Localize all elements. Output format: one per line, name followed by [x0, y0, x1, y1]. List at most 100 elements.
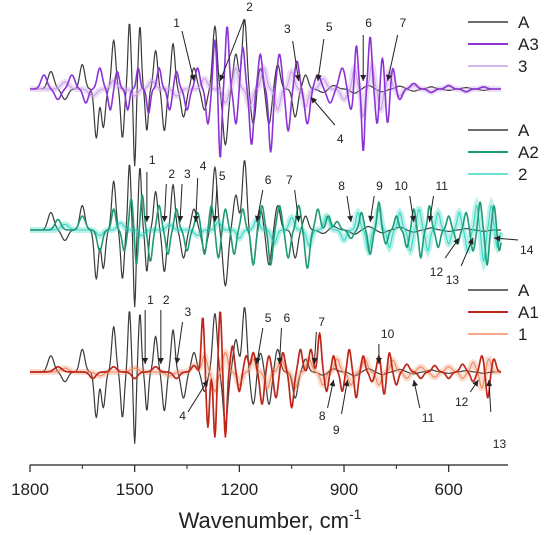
- annotation-arrowhead-top-7: [385, 74, 392, 81]
- annotation-label-middle-13: 13: [446, 273, 460, 287]
- annotation-arrowhead-bottom-11: [412, 380, 418, 387]
- annotation-arrowhead-bottom-1: [142, 358, 149, 364]
- annotation-label-bottom-2: 2: [163, 293, 170, 307]
- annotation-arrowhead-middle-3: [177, 215, 184, 222]
- legend-label-top-3: 3: [518, 57, 527, 76]
- legend-label-middle-A2: A2: [518, 143, 539, 162]
- legend-label-middle-A: A: [518, 121, 530, 140]
- annotation-label-top-6: 6: [365, 16, 372, 30]
- annotation-arrowhead-top-6: [360, 75, 367, 81]
- series-line-bottom-A1: [29, 311, 502, 438]
- series-line-top-A3: [29, 26, 502, 158]
- annotation-label-middle-8: 8: [338, 179, 345, 193]
- annotation-arrowhead-middle-1: [143, 216, 150, 222]
- annotation-arrowhead-top-3: [294, 74, 301, 81]
- annotation-arrowhead-bottom-13: [486, 380, 493, 387]
- annotation-arrowhead-bottom-7: [311, 357, 318, 364]
- annotation-arrowhead-middle-14: [494, 235, 501, 242]
- annotation-label-bottom-13: 13: [493, 437, 507, 451]
- annotation-label-bottom-10: 10: [381, 327, 395, 341]
- annotation-arrow-top-3: [292, 40, 300, 82]
- annotation-label-middle-6: 6: [265, 173, 272, 187]
- x-axis-title-main: Wavenumber, cm: [179, 508, 349, 533]
- annotation-arrowhead-bottom-4: [202, 380, 208, 387]
- annotation-label-middle-3: 3: [184, 167, 191, 181]
- legend-label-middle-2: 2: [518, 165, 527, 184]
- annotation-label-middle-4: 4: [200, 159, 207, 173]
- annotation-arrowhead-bottom-3: [174, 357, 181, 364]
- annotation-arrowhead-bottom-5: [254, 357, 261, 364]
- annotation-arrow-middle-4: [195, 177, 199, 223]
- annotation-arrow-bottom-6: [278, 327, 282, 365]
- annotation-label-bottom-12: 12: [455, 395, 469, 409]
- legends-layer: A A3 3 A A2 2 A A1 1: [468, 13, 539, 344]
- annotation-label-bottom-6: 6: [283, 311, 290, 325]
- x-tick-label-1200: 1200: [220, 480, 258, 499]
- annotation-label-middle-11: 11: [435, 179, 448, 193]
- x-axis: 1800 1500 1200 900 600: [11, 464, 508, 499]
- annotation-label-bottom-3: 3: [185, 305, 192, 319]
- legend-label-bottom-1: 1: [518, 325, 527, 344]
- annotation-label-middle-5: 5: [219, 169, 226, 183]
- annotation-label-bottom-8: 8: [319, 409, 326, 423]
- annotation-arrowhead-bottom-10: [375, 358, 382, 364]
- annotation-label-top-3: 3: [284, 22, 291, 36]
- annotation-arrowhead-middle-13: [467, 238, 474, 245]
- legend-label-bottom-A1: A1: [518, 303, 539, 322]
- annotation-label-middle-1: 1: [149, 153, 156, 167]
- annotation-arrow-bottom-5: [256, 327, 264, 365]
- annotation-label-bottom-11: 11: [422, 411, 435, 425]
- annotation-arrowhead-middle-4: [193, 215, 199, 222]
- annotation-label-bottom-7: 7: [318, 315, 325, 329]
- annotation-arrowhead-bottom-9: [343, 380, 350, 387]
- legend-label-top-A3: A3: [518, 35, 539, 54]
- legend-label-top-A: A: [518, 13, 530, 32]
- annotation-arrowhead-bottom-6: [276, 357, 283, 364]
- annotation-label-top-4: 4: [337, 132, 344, 146]
- annotation-arrowhead-top-5: [315, 74, 322, 81]
- annotation-arrow-bottom-3: [176, 321, 184, 365]
- annotation-arrowhead-middle-2: [161, 215, 168, 222]
- annotation-label-top-2: 2: [246, 0, 253, 14]
- series-line-middle-A2: [29, 194, 502, 269]
- annotation-arrow-top-1: [181, 30, 195, 82]
- x-tick-label-600: 600: [434, 480, 462, 499]
- x-tick-label-900: 900: [330, 480, 358, 499]
- x-axis-title-superscript: -1: [349, 506, 362, 522]
- annotation-arrowhead-middle-8: [347, 215, 354, 222]
- annotation-arrowhead-bottom-12: [472, 380, 479, 387]
- annotation-arrowhead-middle-10: [409, 215, 416, 222]
- annotation-label-bottom-5: 5: [265, 311, 272, 325]
- annotation-arrow-top-5: [317, 38, 325, 82]
- annotation-arrowhead-bottom-8: [329, 380, 336, 387]
- annotation-arrow-top-7: [387, 34, 399, 82]
- annotation-label-bottom-4: 4: [179, 409, 186, 423]
- annotation-label-middle-9: 9: [376, 179, 383, 193]
- annotation-arrowhead-middle-11: [427, 215, 434, 222]
- annotation-label-bottom-1: 1: [147, 293, 154, 307]
- annotation-label-middle-12: 12: [430, 265, 444, 279]
- annotation-arrow-top-2: [219, 18, 245, 82]
- annotation-label-bottom-9: 9: [333, 423, 340, 437]
- annotation-arrowhead-top-1: [189, 74, 196, 81]
- annotation-arrow-middle-2: [163, 183, 167, 223]
- annotation-label-middle-2: 2: [168, 167, 175, 181]
- annotation-label-middle-10: 10: [394, 179, 408, 193]
- annotation-arrowhead-top-4: [310, 97, 318, 104]
- annotation-arrowhead-middle-9: [368, 215, 375, 222]
- annotation-arrow-middle-3: [179, 183, 183, 223]
- annotation-arrowhead-middle-12: [453, 238, 460, 245]
- annotation-label-middle-14: 14: [520, 243, 534, 257]
- annotation-label-top-1: 1: [173, 16, 180, 30]
- annotation-label-top-7: 7: [400, 16, 407, 30]
- annotation-arrowhead-middle-5: [212, 215, 219, 222]
- annotation-arrowhead-bottom-2: [157, 358, 164, 364]
- annotation-arrow-middle-5: [214, 185, 218, 223]
- x-tick-label-1800: 1800: [11, 480, 49, 499]
- x-tick-label-1500: 1500: [116, 480, 154, 499]
- annotation-arrowhead-middle-7: [294, 215, 301, 222]
- legend-label-bottom-A: A: [518, 281, 530, 300]
